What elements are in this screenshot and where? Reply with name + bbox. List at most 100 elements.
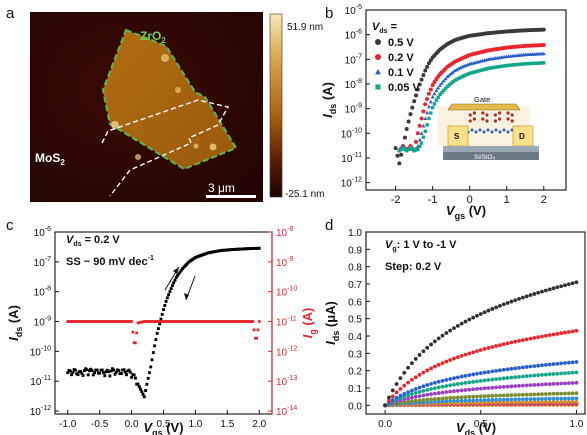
ss-note: SS ~ 90 mV dec-1 xyxy=(66,255,154,268)
output-point xyxy=(498,397,502,402)
legend-marker xyxy=(375,84,381,90)
atom xyxy=(485,119,489,123)
data-point xyxy=(404,126,409,131)
output-point xyxy=(509,393,514,398)
data-point xyxy=(432,102,437,106)
output-point xyxy=(536,335,541,340)
y-tick-label: 10-9 xyxy=(34,316,51,329)
data-point xyxy=(402,135,407,140)
output-point xyxy=(444,390,449,394)
output-point xyxy=(555,391,560,396)
ids-point xyxy=(127,368,131,372)
output-point xyxy=(532,292,537,296)
data-point xyxy=(447,83,452,87)
output-point xyxy=(490,369,495,374)
output-point xyxy=(421,349,426,354)
output-point xyxy=(463,352,468,357)
ids-point xyxy=(100,368,104,372)
output-point xyxy=(566,396,571,401)
atom xyxy=(464,111,468,115)
output-point xyxy=(532,383,537,387)
data-point xyxy=(414,148,418,152)
output-point xyxy=(467,373,472,378)
substrate-base xyxy=(443,152,539,160)
data-point xyxy=(453,78,457,83)
output-point xyxy=(390,398,395,402)
output-point xyxy=(387,395,391,400)
data-point xyxy=(454,67,459,72)
x-axis-label: Vgs (V) xyxy=(446,203,486,221)
output-point xyxy=(398,393,403,398)
output-point xyxy=(528,293,533,298)
data-point xyxy=(436,95,440,99)
output-point xyxy=(452,326,456,331)
output-point xyxy=(406,380,410,385)
data-point xyxy=(423,129,427,134)
output-point xyxy=(459,374,464,379)
data-point xyxy=(397,161,402,166)
data-point xyxy=(399,152,404,157)
data-point xyxy=(423,116,428,121)
output-point xyxy=(566,330,571,334)
vg-step-note: Step: 0.2 V xyxy=(385,261,442,273)
output-point xyxy=(417,385,422,390)
output-point xyxy=(551,400,556,404)
data-point xyxy=(458,65,463,70)
output-point xyxy=(566,391,571,396)
ids-point xyxy=(90,369,94,373)
output-point xyxy=(555,400,560,404)
output-point xyxy=(455,388,460,393)
data-point xyxy=(466,72,470,76)
output-point xyxy=(429,387,433,391)
output-point xyxy=(520,397,525,402)
output-point xyxy=(444,331,449,335)
ids-point xyxy=(114,370,118,374)
afm-particle xyxy=(161,54,169,62)
output-point xyxy=(524,392,529,397)
output-point xyxy=(455,382,460,386)
output-point xyxy=(410,377,414,382)
output-point xyxy=(410,395,414,400)
output-point xyxy=(563,391,567,396)
output-point xyxy=(517,374,521,379)
output-point xyxy=(574,396,579,401)
output-point xyxy=(478,386,483,391)
output-point xyxy=(490,345,495,349)
output-point xyxy=(563,283,567,288)
output-point xyxy=(459,321,464,326)
output-point xyxy=(536,392,541,397)
atom xyxy=(477,113,481,117)
output-point xyxy=(570,281,575,286)
ids-point xyxy=(140,390,144,394)
output-point xyxy=(574,370,579,375)
data-point xyxy=(505,63,509,68)
output-point xyxy=(440,384,445,389)
output-point xyxy=(563,400,567,404)
output-point xyxy=(520,295,525,300)
ids-point xyxy=(85,368,89,372)
y2-tick-label: 10-10 xyxy=(276,286,297,299)
output-point xyxy=(551,362,556,367)
data-point xyxy=(414,93,418,98)
data-point xyxy=(406,147,411,152)
data-point xyxy=(425,64,430,69)
output-point xyxy=(402,370,407,375)
output-point xyxy=(509,384,514,389)
output-point xyxy=(432,364,437,369)
mos2-outline xyxy=(101,99,230,197)
ids-point xyxy=(164,300,168,303)
output-point xyxy=(505,384,510,389)
output-point xyxy=(528,373,533,378)
output-point xyxy=(486,378,491,382)
atom xyxy=(470,128,474,132)
output-point xyxy=(444,359,449,364)
output-point xyxy=(436,362,441,367)
y-tick-label: 0.2 xyxy=(348,367,362,378)
output-point xyxy=(517,297,521,301)
output-point xyxy=(440,399,445,404)
y-tick-label: 10-11 xyxy=(341,152,362,165)
y2-tick-label: 10-12 xyxy=(276,345,297,358)
ig-point xyxy=(257,320,261,323)
output-point xyxy=(478,394,483,399)
output-point xyxy=(425,368,430,373)
